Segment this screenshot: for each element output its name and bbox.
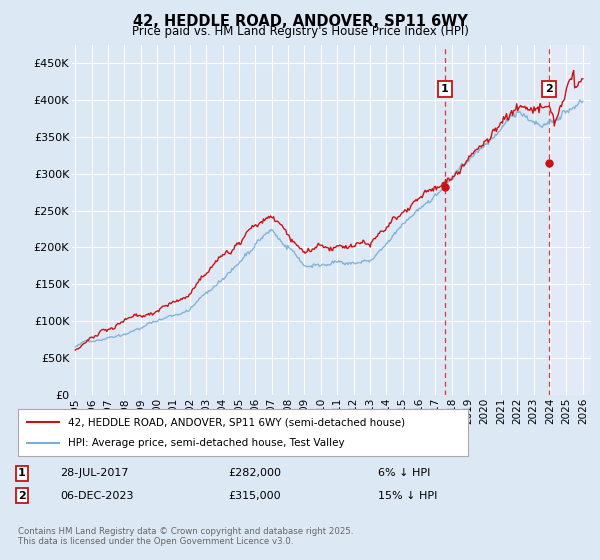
Text: 28-JUL-2017: 28-JUL-2017 (60, 468, 128, 478)
Text: 15% ↓ HPI: 15% ↓ HPI (378, 491, 437, 501)
Text: £282,000: £282,000 (228, 468, 281, 478)
Text: 2: 2 (545, 84, 553, 94)
Bar (549, 45, 591, 395)
Text: HPI: Average price, semi-detached house, Test Valley: HPI: Average price, semi-detached house,… (67, 438, 344, 448)
Text: 06-DEC-2023: 06-DEC-2023 (60, 491, 133, 501)
Text: Contains HM Land Registry data © Crown copyright and database right 2025.
This d: Contains HM Land Registry data © Crown c… (18, 526, 353, 546)
Text: 42, HEDDLE ROAD, ANDOVER, SP11 6WY: 42, HEDDLE ROAD, ANDOVER, SP11 6WY (133, 14, 467, 29)
Text: 1: 1 (441, 84, 449, 94)
Text: Price paid vs. HM Land Registry's House Price Index (HPI): Price paid vs. HM Land Registry's House … (131, 25, 469, 38)
Text: 42, HEDDLE ROAD, ANDOVER, SP11 6WY (semi-detached house): 42, HEDDLE ROAD, ANDOVER, SP11 6WY (semi… (67, 417, 404, 427)
Text: 1: 1 (18, 468, 26, 478)
Text: £315,000: £315,000 (228, 491, 281, 501)
Text: 6% ↓ HPI: 6% ↓ HPI (378, 468, 430, 478)
Text: 2: 2 (18, 491, 26, 501)
